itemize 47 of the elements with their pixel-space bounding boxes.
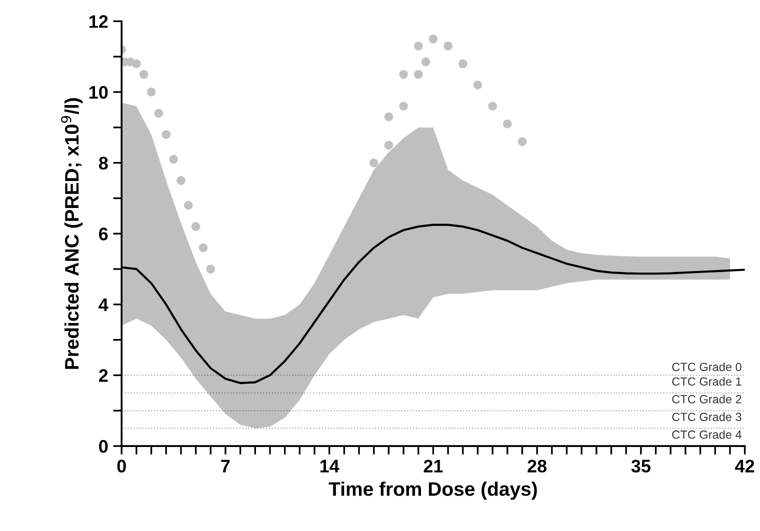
point <box>428 34 438 44</box>
ref-line-label: CTC Grade 2 <box>672 394 742 404</box>
point <box>399 70 408 79</box>
x-tick-label: 28 <box>528 460 547 472</box>
annotation: CTC Grade 0 <box>672 362 742 372</box>
x-tick-label: 0 <box>117 460 126 472</box>
point <box>384 140 394 150</box>
point <box>146 88 156 96</box>
point <box>488 102 497 111</box>
point <box>191 222 200 231</box>
y-tick-label: 0 <box>99 440 108 453</box>
point <box>458 59 468 68</box>
point <box>444 42 452 50</box>
point <box>384 112 394 122</box>
y-tick-label: 2 <box>98 369 108 382</box>
ref-line-label: CTC Grade 1 <box>672 377 742 386</box>
point <box>399 102 408 111</box>
point <box>198 243 208 252</box>
point <box>518 137 527 146</box>
point <box>369 158 378 168</box>
y-tick-label: 10 <box>89 86 108 99</box>
x-tick-label: 35 <box>631 460 650 473</box>
x-tick-label: 14 <box>320 460 340 472</box>
point <box>169 154 178 164</box>
y-axis-title: Predicted ANC (PRED; x10$^{9}$/l) <box>60 98 83 369</box>
point <box>473 80 482 90</box>
point <box>162 130 171 139</box>
point <box>139 70 148 79</box>
x-axis-title: Time from Dose (days) <box>328 482 537 500</box>
point <box>176 176 186 185</box>
y-tick-label: 12 <box>89 15 108 28</box>
y-tick-label: 8 <box>98 156 108 170</box>
x-tick-label: 7 <box>221 460 230 472</box>
y-tick-label: 6 <box>99 228 108 240</box>
point <box>132 59 141 68</box>
x-tick-label: 42 <box>735 460 754 472</box>
point <box>206 264 216 274</box>
point <box>184 200 193 210</box>
x-tick-label: 21 <box>424 460 443 472</box>
point <box>154 108 164 118</box>
point <box>414 70 423 79</box>
point <box>414 42 423 50</box>
ref-line-label: CTC Grade 4 <box>672 430 742 439</box>
point <box>421 58 430 66</box>
y-tick-label: 4 <box>98 298 108 311</box>
point <box>503 120 512 128</box>
ref-line-label: CTC Grade 3 <box>672 412 742 422</box>
